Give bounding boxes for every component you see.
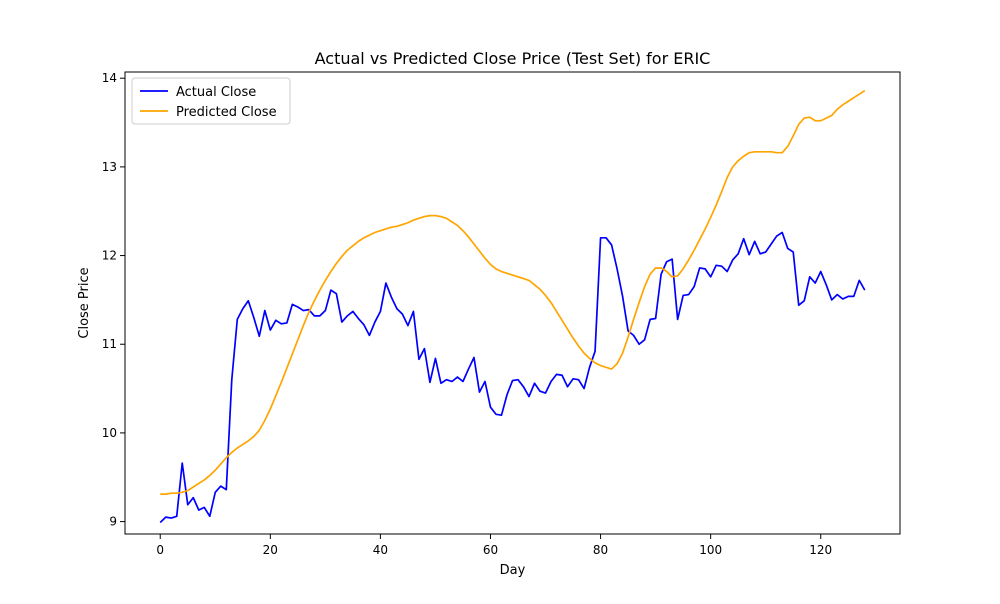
y-tick-label: 10: [102, 426, 117, 440]
x-tick-label: 60: [483, 543, 498, 557]
legend-box: [131, 77, 291, 125]
y-tick-label: 11: [102, 337, 117, 351]
legend-label: Actual Close: [176, 85, 256, 100]
x-tick-label: 80: [593, 543, 608, 557]
y-tick-label: 9: [109, 515, 117, 529]
plot-frame: [124, 71, 901, 535]
x-tick-label: 20: [263, 543, 278, 557]
y-tick-label: 12: [102, 249, 117, 263]
x-tick-label: 40: [373, 543, 388, 557]
axes: 0 20 40 60 80 100 120 9 10 11 12 13 14: [102, 71, 901, 557]
legend: Actual Close Predicted Close: [131, 77, 291, 125]
series-line-predicted-close: [160, 89, 866, 495]
y-tick-label: 13: [102, 160, 117, 174]
x-axis-label: Day: [500, 563, 526, 578]
series-line-actual-close: [159, 231, 866, 524]
legend-label: Predicted Close: [176, 105, 277, 120]
chart-title: Actual vs Predicted Close Price (Test Se…: [315, 49, 711, 68]
plot-area: [159, 89, 866, 524]
x-tick-label: 0: [156, 543, 164, 557]
y-tick-label: 14: [102, 71, 117, 85]
y-axis-label: Close Price: [77, 267, 92, 338]
x-tick-label: 100: [699, 543, 722, 557]
x-tick-label: 120: [809, 543, 832, 557]
